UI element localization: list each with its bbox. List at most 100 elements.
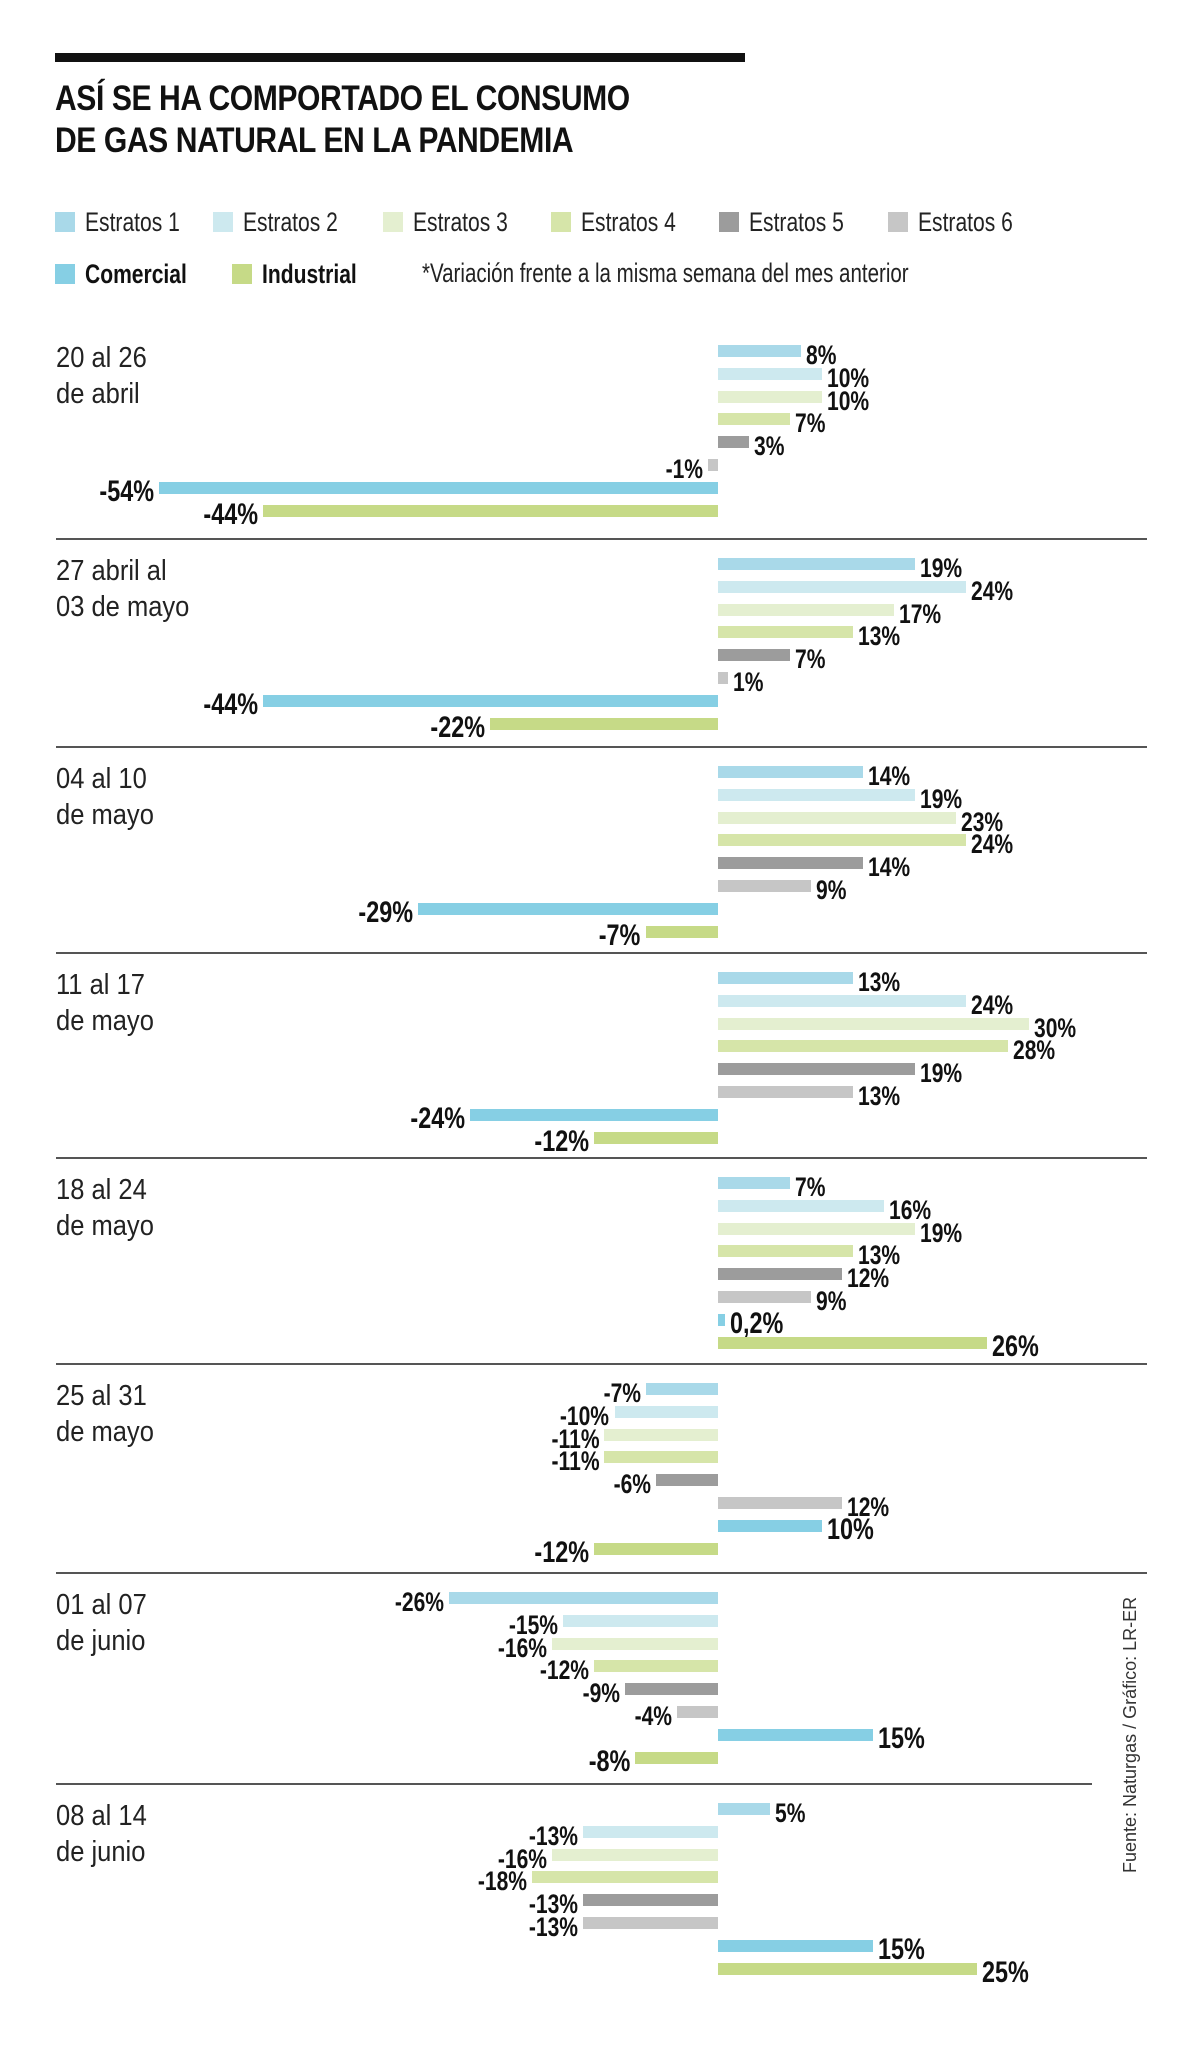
bar-estratos-3 <box>718 811 957 824</box>
bar-estratos-5 <box>718 1268 843 1281</box>
bar-estratos-5 <box>583 1894 718 1907</box>
value-label-estratos-3: 10% <box>826 385 869 416</box>
week-label-line-2: de mayo <box>56 1210 154 1242</box>
value-label-estratos-2: 10% <box>826 362 869 393</box>
bar-comercial <box>718 1313 725 1326</box>
bar-estratos-2 <box>718 994 967 1007</box>
legend-label: Estratos 1 <box>85 206 180 237</box>
value-label-industrial: 25% <box>981 1955 1029 1989</box>
bar-estratos-6 <box>718 1086 853 1098</box>
value-label-estratos-2: 19% <box>919 783 962 814</box>
value-label-estratos-2: -10% <box>560 1400 610 1431</box>
bar-comercial <box>262 694 718 707</box>
value-label-estratos-5: -13% <box>529 1889 579 1920</box>
value-label-estratos-5: 3% <box>754 431 785 462</box>
value-label-estratos-6: 1% <box>733 667 764 697</box>
bar-estratos-2 <box>562 1614 718 1627</box>
bar-estratos-4 <box>718 1245 853 1258</box>
section-divider <box>56 1572 1147 1574</box>
value-label-comercial: 15% <box>878 1932 926 1966</box>
value-label-estratos-1: 19% <box>919 553 962 583</box>
value-label-estratos-1: 13% <box>857 967 900 997</box>
bar-estratos-6 <box>718 1497 843 1509</box>
week-label-line-1: 18 al 24 <box>56 1174 147 1206</box>
bar-estratos-1 <box>718 345 801 357</box>
value-label-estratos-3: 30% <box>1033 1012 1076 1043</box>
bar-estratos-3 <box>552 1848 718 1861</box>
week-label: 20 al 26 de abril <box>56 340 147 412</box>
value-label-industrial: -12% <box>534 1124 589 1158</box>
section-divider <box>56 1157 1147 1159</box>
bar-estratos-4 <box>604 1451 718 1464</box>
bar-estratos-1 <box>718 1177 791 1189</box>
bar-estratos-5 <box>718 857 863 870</box>
value-label-estratos-3: 23% <box>961 806 1004 837</box>
bar-estratos-5 <box>718 1063 915 1076</box>
value-label-industrial: 26% <box>992 1329 1039 1363</box>
value-label-comercial: -54% <box>99 474 155 508</box>
value-label-comercial: 0,2% <box>730 1306 784 1340</box>
value-label-estratos-5: 14% <box>867 852 911 883</box>
value-label-industrial: -12% <box>534 1535 589 1569</box>
value-label-estratos-1: 7% <box>795 1172 826 1202</box>
bar-estratos-1 <box>718 1803 770 1815</box>
bar-estratos-2 <box>718 367 822 380</box>
bar-estratos-6 <box>718 1291 812 1303</box>
value-label-estratos-2: -13% <box>529 1820 579 1851</box>
bar-comercial <box>159 481 718 494</box>
legend-swatch-estratos-3 <box>383 212 403 232</box>
title-rule <box>55 53 745 62</box>
bar-estratos-6 <box>583 1917 718 1929</box>
source-credit: Fuente: Naturgas / Gráfico: LR-ER <box>1120 1596 1140 1873</box>
week-label: 18 al 24 de mayo <box>56 1172 154 1244</box>
bar-industrial <box>593 1542 718 1555</box>
bar-comercial <box>718 1728 874 1741</box>
value-label-estratos-6: 13% <box>857 1081 900 1111</box>
bar-estratos-4 <box>718 834 967 847</box>
legend-label: Estratos 5 <box>749 206 844 237</box>
value-label-estratos-3: -16% <box>498 1843 548 1874</box>
legend-swatch-comercial <box>55 264 75 284</box>
week-label: 01 al 07 de junio <box>56 1587 147 1659</box>
value-label-estratos-5: 12% <box>847 1263 890 1294</box>
legend-label: Comercial <box>85 258 187 289</box>
value-label-estratos-2: 16% <box>888 1194 931 1225</box>
bar-industrial <box>718 1962 977 1975</box>
bar-industrial <box>593 1131 718 1144</box>
legend-item-estratos-3: Estratos 3 <box>383 207 535 237</box>
bar-industrial <box>490 717 718 730</box>
week-label-line-2: de junio <box>56 1836 146 1868</box>
week-label-line-2: 03 de mayo <box>56 591 190 623</box>
section-divider <box>56 952 1147 954</box>
legend-label: Estratos 3 <box>413 206 508 237</box>
week-label: 04 al 10 de mayo <box>56 761 154 833</box>
legend-item-estratos-4: Estratos 4 <box>551 207 703 237</box>
bar-comercial <box>718 1519 822 1532</box>
bar-estratos-3 <box>718 1222 915 1235</box>
bar-estratos-4 <box>718 626 853 639</box>
value-label-estratos-4: 28% <box>1012 1035 1055 1066</box>
value-label-estratos-1: 14% <box>867 761 911 791</box>
week-label-line-1: 08 al 14 <box>56 1800 147 1832</box>
value-label-estratos-3: 19% <box>919 1217 962 1248</box>
value-label-estratos-3: -16% <box>498 1632 548 1663</box>
bar-estratos-2 <box>718 1199 884 1212</box>
bar-estratos-6 <box>718 880 812 892</box>
legend-item-estratos-6: Estratos 6 <box>888 207 1040 237</box>
bar-estratos-5 <box>718 436 750 449</box>
bar-estratos-1 <box>718 972 853 984</box>
bar-estratos-3 <box>718 603 894 616</box>
legend-item-industrial: Industrial <box>232 259 384 289</box>
legend-label: Industrial <box>262 258 357 289</box>
value-label-estratos-2: 24% <box>971 575 1014 606</box>
value-label-comercial: -44% <box>202 687 258 721</box>
value-label-estratos-4: -18% <box>477 1866 527 1897</box>
value-label-estratos-3: 17% <box>898 598 942 629</box>
week-label-line-2: de abril <box>56 378 140 410</box>
value-label-estratos-6: 9% <box>816 875 847 905</box>
bar-estratos-1 <box>718 766 863 778</box>
legend-swatch-estratos-5 <box>719 212 739 232</box>
chart-title: ASÍ SE HA COMPORTADO EL CONSUMO DE GAS N… <box>55 78 829 162</box>
bar-estratos-4 <box>593 1660 718 1673</box>
value-label-estratos-6: 9% <box>816 1286 847 1316</box>
